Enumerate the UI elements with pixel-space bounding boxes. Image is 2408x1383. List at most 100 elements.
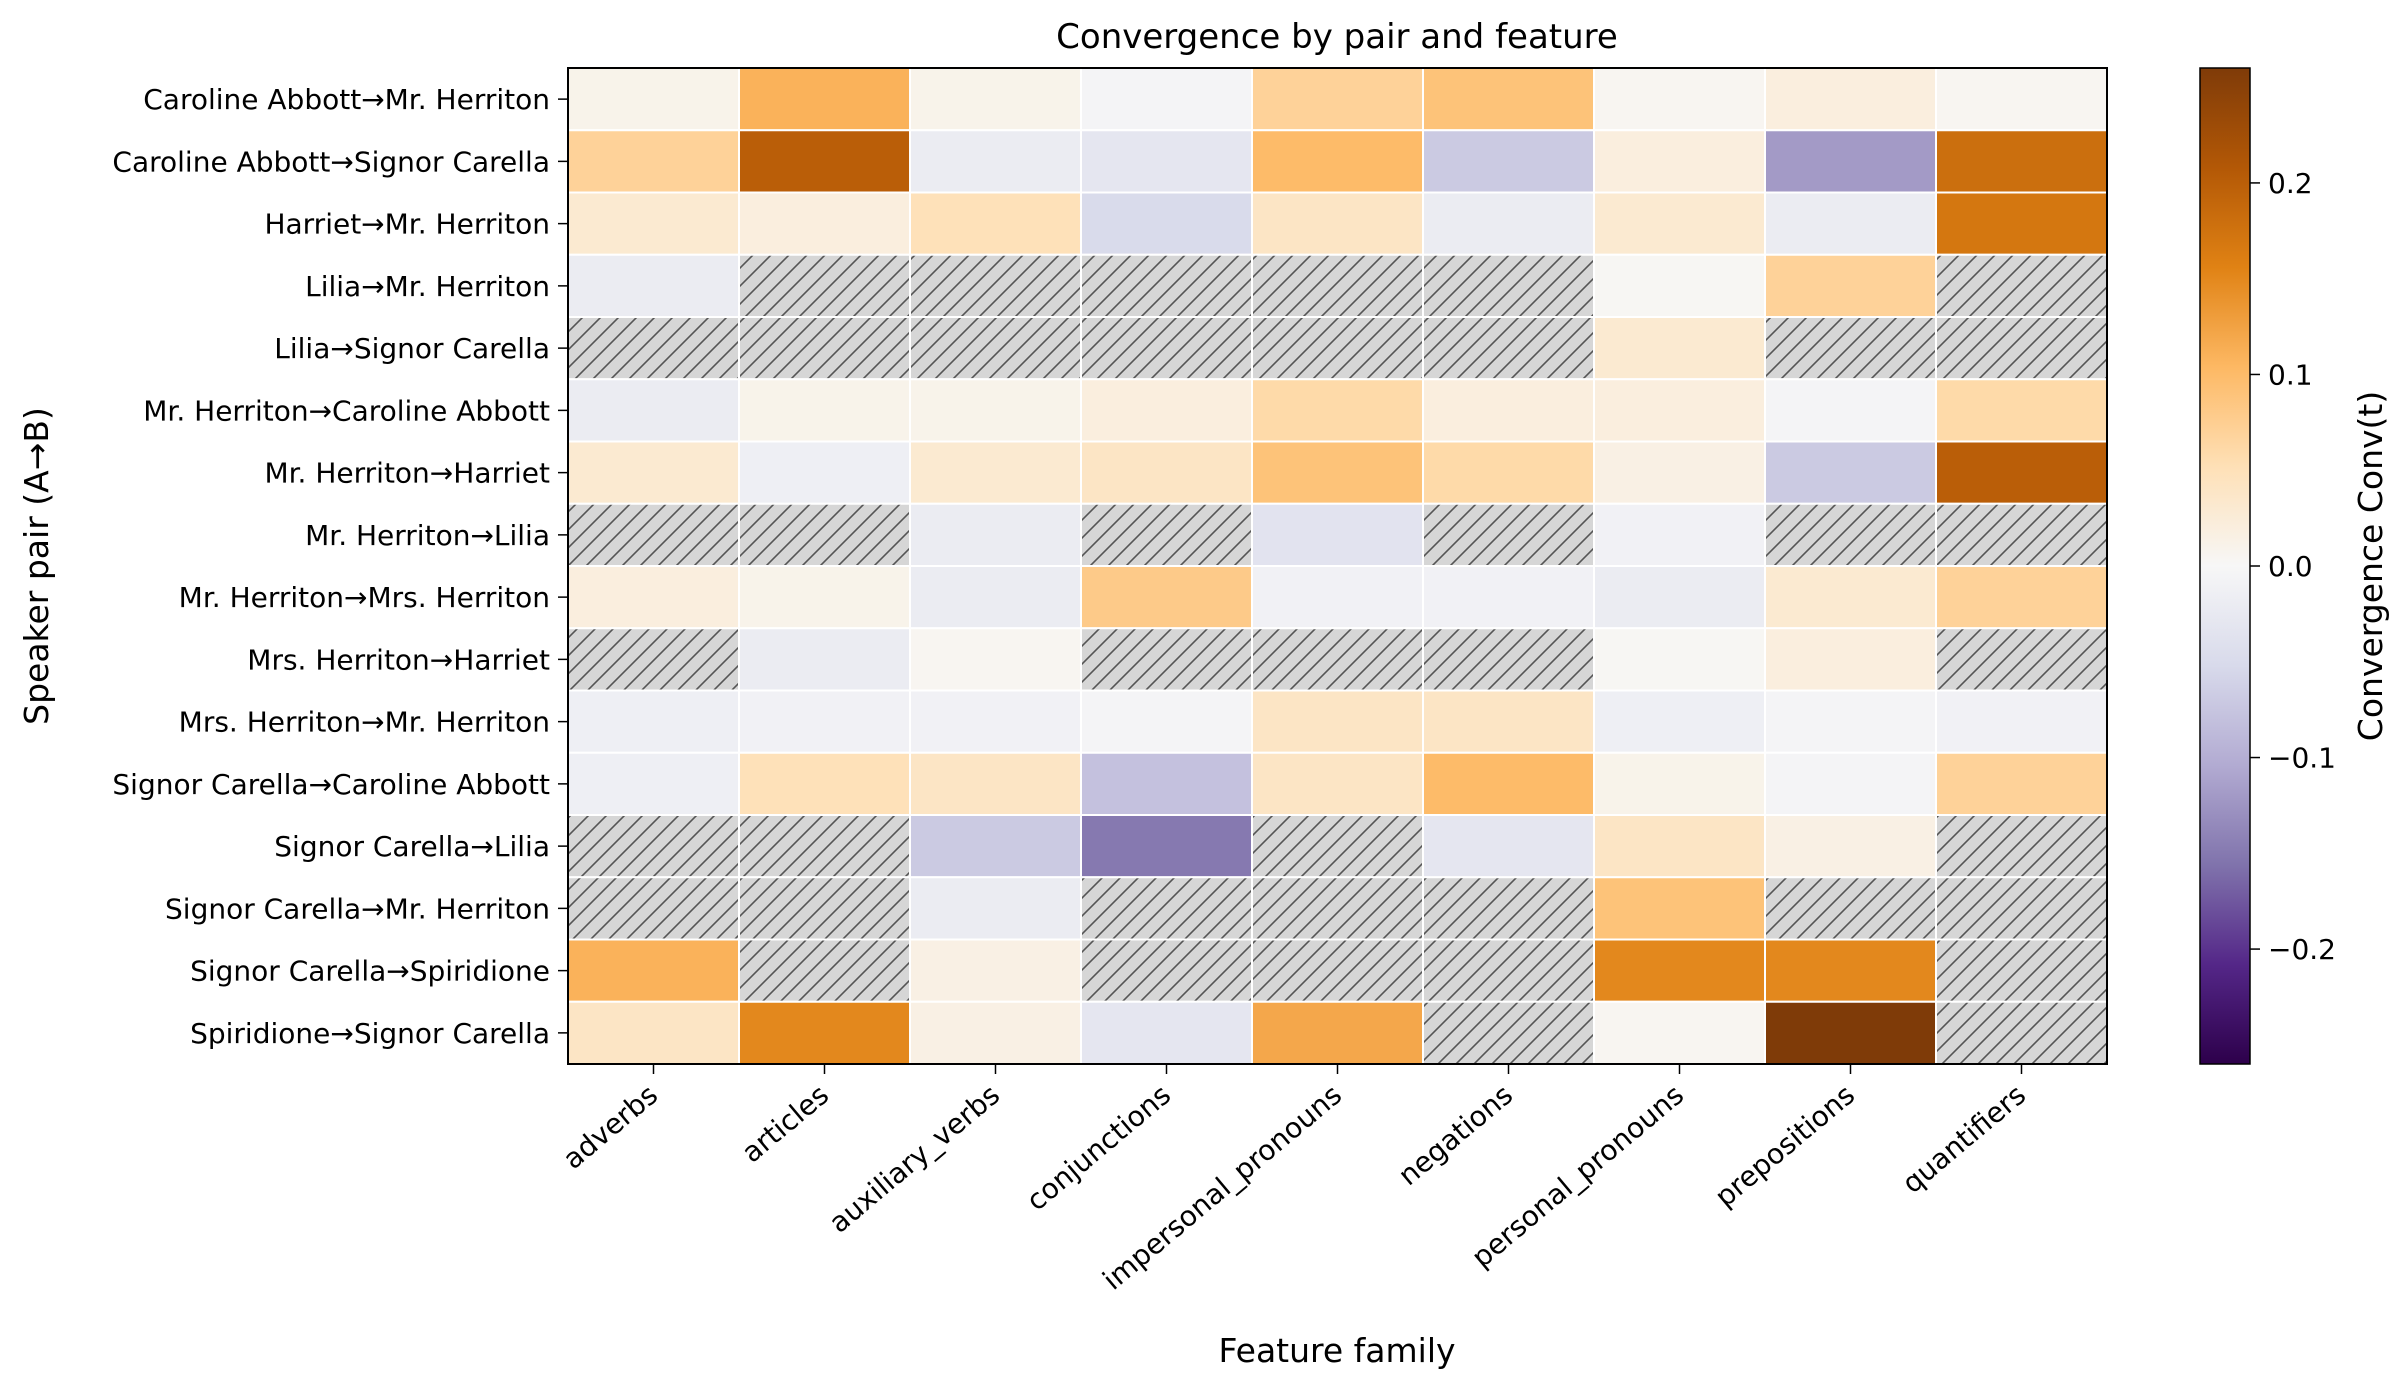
y-tick-label: Mr. Herriton→Harriet (264, 457, 550, 490)
heatmap-cell (738, 938, 911, 1003)
heatmap-cell (567, 191, 740, 256)
y-tick-label: Lilia→Mr. Herriton (305, 270, 550, 303)
heatmap-cell (1080, 627, 1253, 692)
y-tick-label: Signor Carella→Mr. Herriton (165, 892, 550, 925)
heatmap-cell (1764, 876, 1937, 941)
heatmap-cell (909, 938, 1082, 1003)
y-tick-label: Caroline Abbott→Mr. Herriton (143, 83, 550, 116)
heatmap-cell (909, 876, 1082, 941)
heatmap-cell (1422, 751, 1595, 816)
heatmap-cell (567, 440, 740, 505)
heatmap-cell (1080, 502, 1253, 567)
heatmap-cell (1593, 751, 1766, 816)
heatmap-cell (567, 502, 740, 567)
heatmap-cell (1935, 689, 2108, 754)
heatmap-cell (909, 253, 1082, 318)
heatmap-cell (738, 627, 911, 692)
heatmap-cell (567, 627, 740, 692)
heatmap-cell (909, 751, 1082, 816)
heatmap-cell (1080, 253, 1253, 318)
y-tick-label: Mrs. Herriton→Mr. Herriton (179, 706, 550, 739)
heatmap-cell (738, 565, 911, 630)
heatmap-cell (1080, 440, 1253, 505)
heatmap-cell (567, 751, 740, 816)
heatmap-cell (567, 938, 740, 1003)
heatmap-cell (1593, 253, 1766, 318)
x-tick-label: adverbs (557, 1078, 664, 1176)
heatmap-cell (1764, 938, 1937, 1003)
heatmap-cell (1593, 378, 1766, 443)
heatmap-cell (1935, 751, 2108, 816)
heatmap-cell (738, 253, 911, 318)
heatmap-cell (738, 378, 911, 443)
heatmap-cell (1080, 67, 1253, 132)
heatmap-cell (909, 814, 1082, 879)
heatmap-cell (1593, 814, 1766, 879)
heatmap-cell (909, 67, 1082, 132)
heatmap-cell (567, 253, 740, 318)
heatmap-cell (909, 129, 1082, 194)
heatmap-cell (1251, 814, 1424, 879)
heatmap-cell (567, 129, 740, 194)
heatmap-cell (1935, 129, 2108, 194)
heatmap-cell (738, 440, 911, 505)
heatmap-cell (1080, 938, 1253, 1003)
heatmap-cell (1764, 502, 1937, 567)
heatmap-cell (738, 814, 911, 879)
heatmap-cell (1935, 316, 2108, 381)
heatmap-cell (1593, 67, 1766, 132)
y-tick-label: Signor Carella→Lilia (274, 830, 550, 863)
y-tick-label: Lilia→Signor Carella (274, 332, 550, 365)
heatmap-cell (1764, 316, 1937, 381)
colorbar-gradient (2199, 67, 2251, 1065)
heatmap-cell (1251, 440, 1424, 505)
colorbar-tick-label: 0.0 (2268, 550, 2313, 583)
heatmap-cell (1593, 440, 1766, 505)
colorbar-ticks: −0.2 −0.1 0.0 0.1 0.2 (2250, 167, 2336, 966)
heatmap-cell (1422, 502, 1595, 567)
heatmap-cell (1764, 253, 1937, 318)
y-tick-label: Signor Carella→Caroline Abbott (112, 768, 550, 801)
x-tick-label: prepositions (1708, 1078, 1861, 1213)
heatmap-cell (1251, 565, 1424, 630)
heatmap-cell (738, 67, 911, 132)
y-tick-label: Mr. Herriton→Mrs. Herriton (179, 581, 550, 614)
x-axis-label: Feature family (1218, 1331, 1455, 1370)
colorbar: −0.2 −0.1 0.0 0.1 0.2 Convergence Conv(t) (2199, 67, 2390, 1065)
y-tick-label: Mr. Herriton→Lilia (305, 519, 550, 552)
heatmap-cell (1593, 191, 1766, 256)
heatmap-cell (1080, 565, 1253, 630)
heatmap-cell (1251, 1000, 1424, 1065)
heatmap-cell (1422, 565, 1595, 630)
heatmap-cell (1251, 129, 1424, 194)
y-tick-label: Signor Carella→Spiridione (190, 955, 550, 988)
heatmap-cell (1251, 502, 1424, 567)
heatmap-cell (1422, 689, 1595, 754)
heatmap-cell (1251, 253, 1424, 318)
heatmap-cell (567, 876, 740, 941)
heatmap-cell (909, 440, 1082, 505)
heatmap-cell (1251, 876, 1424, 941)
heatmap-cell (1764, 565, 1937, 630)
chart-title: Convergence by pair and feature (1056, 17, 1618, 57)
heatmap-cell (738, 129, 911, 194)
heatmap-cell (567, 316, 740, 381)
heatmap-cell (1593, 938, 1766, 1003)
heatmap-cell (1080, 814, 1253, 879)
heatmap-cell (1764, 191, 1937, 256)
y-tick-label: Mr. Herriton→Caroline Abbott (143, 394, 550, 427)
heatmap-cell (567, 814, 740, 879)
heatmap-cell (1422, 67, 1595, 132)
colorbar-tick-label: −0.2 (2268, 933, 2336, 966)
heatmap-cell (909, 316, 1082, 381)
heatmap-cell (1422, 1000, 1595, 1065)
heatmap-cell (1422, 440, 1595, 505)
heatmap-cell (1080, 378, 1253, 443)
heatmap-cell (1593, 876, 1766, 941)
heatmap-cell (1593, 565, 1766, 630)
y-tick-label: Caroline Abbott→Signor Carella (112, 145, 550, 178)
heatmap-cell (909, 565, 1082, 630)
heatmap-cell (1080, 316, 1253, 381)
heatmap-cell (1593, 627, 1766, 692)
